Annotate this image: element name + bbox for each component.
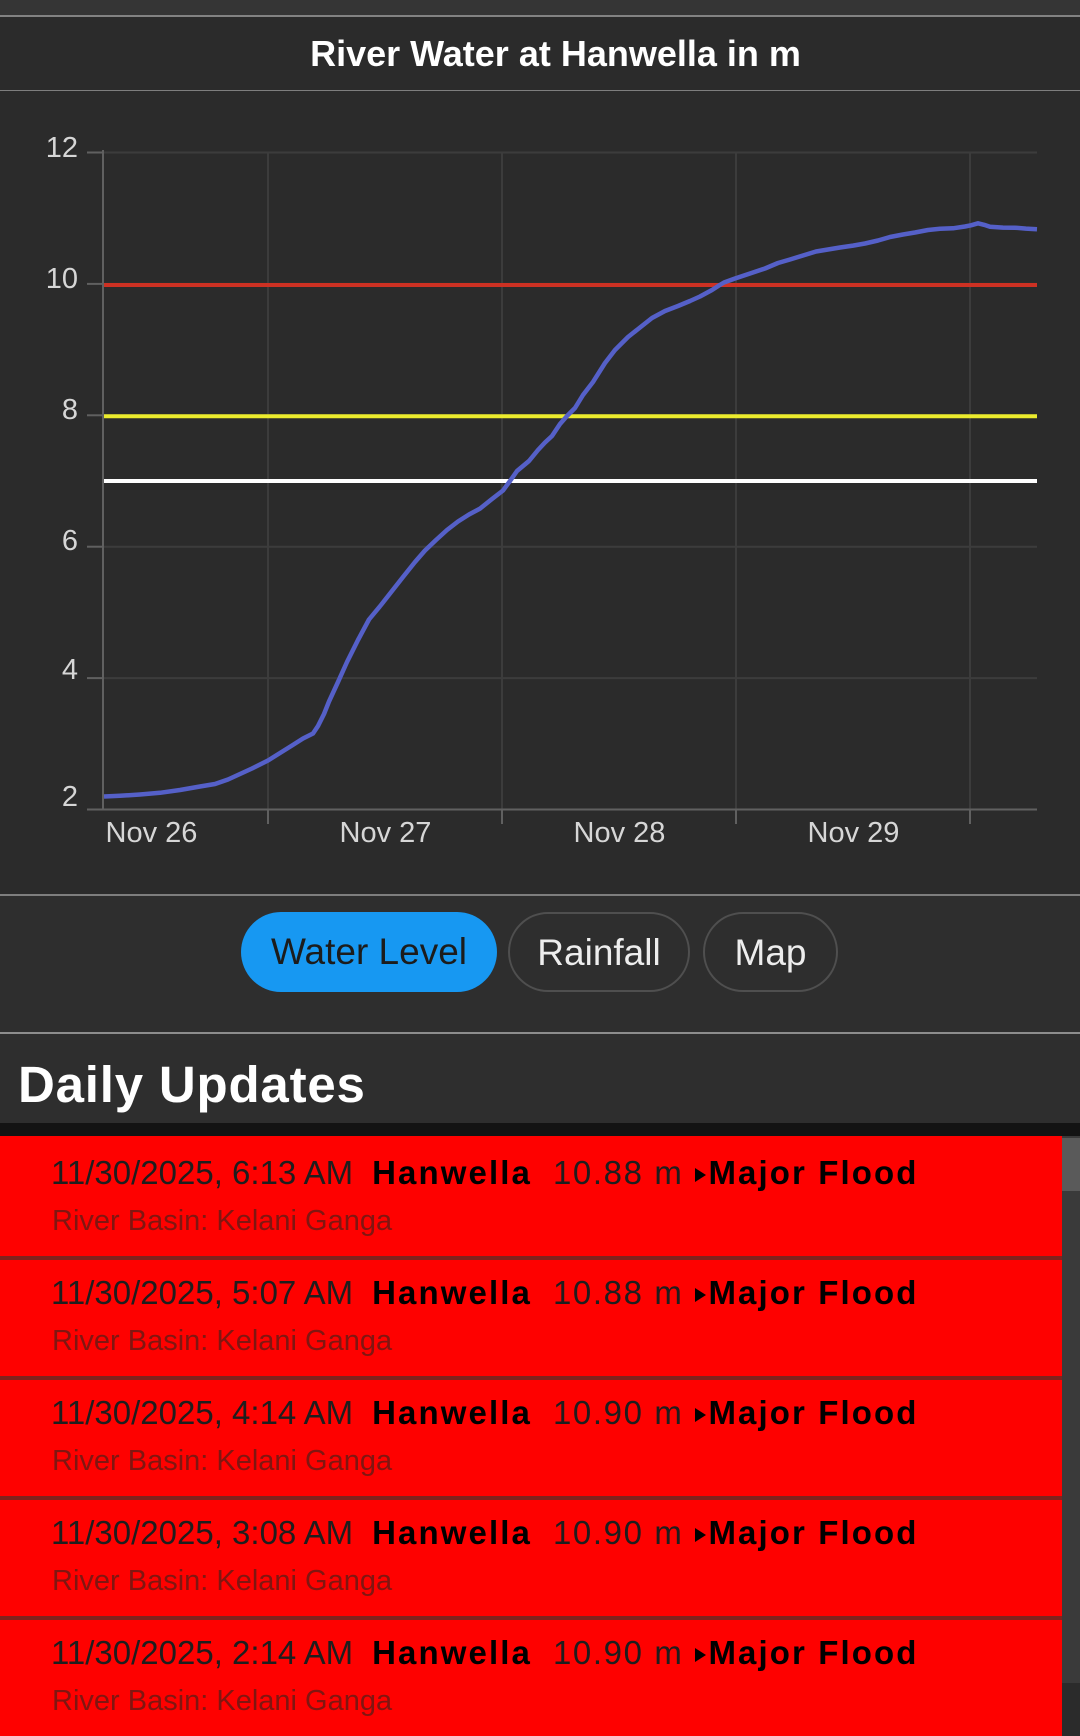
- svg-text:Nov 29: Nov 29: [808, 817, 900, 849]
- svg-text:Nov 26: Nov 26: [106, 817, 198, 849]
- svg-text:10: 10: [46, 263, 78, 295]
- svg-text:8: 8: [62, 394, 78, 426]
- svg-text:12: 12: [46, 132, 78, 164]
- svg-text:Nov 27: Nov 27: [340, 817, 432, 849]
- svg-text:2: 2: [62, 781, 78, 813]
- svg-text:6: 6: [62, 525, 78, 557]
- svg-text:Nov 28: Nov 28: [574, 817, 666, 849]
- svg-text:4: 4: [62, 654, 78, 686]
